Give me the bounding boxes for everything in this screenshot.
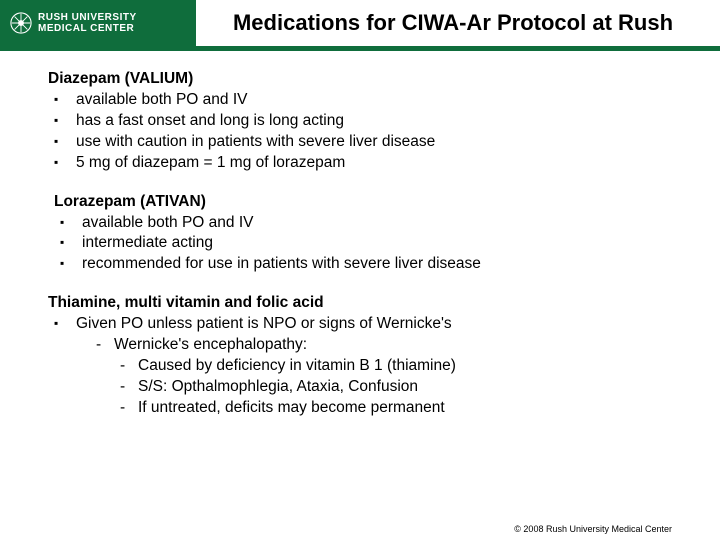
dash-list-level1: Wernicke's encephalopathy: <box>48 335 672 356</box>
dash-item: Wernicke's encephalopathy: <box>96 335 672 356</box>
logo-box: RUSH UNIVERSITY MEDICAL CENTER <box>0 0 196 46</box>
bullet-item: 5 mg of diazepam = 1 mg of lorazepam <box>48 153 672 174</box>
dash-item: If untreated, deficits may become perman… <box>120 398 672 419</box>
bullet-item: has a fast onset and long is long acting <box>48 111 672 132</box>
slide: RUSH UNIVERSITY MEDICAL CENTER Medicatio… <box>0 0 720 540</box>
dash-item: Caused by deficiency in vitamin B 1 (thi… <box>120 356 672 377</box>
bullet-item: recommended for use in patients with sev… <box>54 254 672 275</box>
bullet-list: Given PO unless patient is NPO or signs … <box>48 314 672 335</box>
bullet-list: available both PO and IV intermediate ac… <box>54 213 672 276</box>
rush-logo-icon <box>10 12 32 34</box>
content: Diazepam (VALIUM) available both PO and … <box>0 51 720 419</box>
section-title: Diazepam (VALIUM) <box>48 69 672 90</box>
section-diazepam: Diazepam (VALIUM) available both PO and … <box>48 69 672 174</box>
bullet-item: Given PO unless patient is NPO or signs … <box>48 314 672 335</box>
dash-item: S/S: Opthalmophlegia, Ataxia, Confusion <box>120 377 672 398</box>
bullet-item: available both PO and IV <box>54 213 672 234</box>
bullet-item: available both PO and IV <box>48 90 672 111</box>
bullet-item: intermediate acting <box>54 233 672 254</box>
section-lorazepam: Lorazepam (ATIVAN) available both PO and… <box>48 192 672 276</box>
logo-line1: RUSH UNIVERSITY <box>38 12 137 23</box>
dash-list-level2: Caused by deficiency in vitamin B 1 (thi… <box>48 356 672 419</box>
bullet-item: use with caution in patients with severe… <box>48 132 672 153</box>
section-title: Lorazepam (ATIVAN) <box>54 192 672 213</box>
bullet-list: available both PO and IV has a fast onse… <box>48 90 672 174</box>
title-box: Medications for CIWA-Ar Protocol at Rush <box>196 0 720 46</box>
slide-title: Medications for CIWA-Ar Protocol at Rush <box>233 10 673 36</box>
section-thiamine: Thiamine, multi vitamin and folic acid G… <box>48 293 672 419</box>
section-title: Thiamine, multi vitamin and folic acid <box>48 293 672 314</box>
footer-copyright: © 2008 Rush University Medical Center <box>514 524 672 534</box>
logo-line2: MEDICAL CENTER <box>38 23 137 34</box>
logo-text: RUSH UNIVERSITY MEDICAL CENTER <box>38 12 137 34</box>
header: RUSH UNIVERSITY MEDICAL CENTER Medicatio… <box>0 0 720 46</box>
